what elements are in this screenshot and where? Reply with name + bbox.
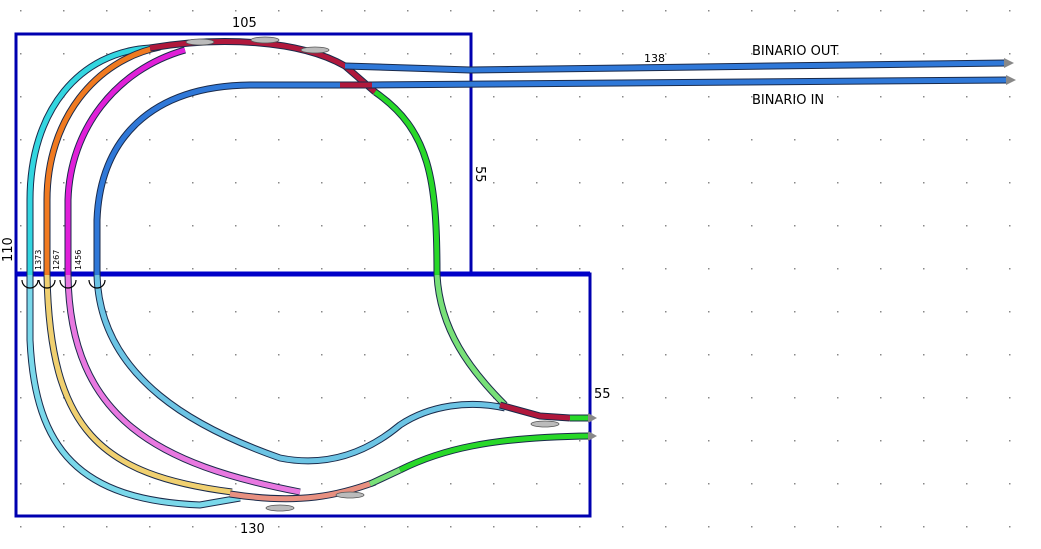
track-blue-upper[interactable] (94, 82, 340, 275)
track-pink-lower[interactable] (65, 274, 301, 495)
turnout-motor-icon[interactable] (300, 46, 330, 54)
track-label-1373: 1373 (34, 250, 43, 270)
track-salmon-bottom[interactable] (229, 479, 376, 502)
turnout-motor-icon[interactable] (250, 36, 280, 44)
dim-left-height: 110 (1, 237, 16, 262)
track-cyan-lower[interactable] (27, 275, 241, 508)
track-joiner-icon (88, 279, 106, 289)
line-length-label: 138 (644, 52, 665, 65)
track-lightblue-lower[interactable] (94, 274, 506, 464)
out-end-arrow (1004, 58, 1014, 68)
lower-end-arrow-2 (588, 431, 597, 441)
binario-in-label: BINARIO IN (752, 93, 824, 108)
track-yellow-lower[interactable] (44, 274, 233, 495)
track-joiner-icon (59, 279, 77, 289)
track-green-lower[interactable] (398, 433, 591, 473)
turnout-motor-icon[interactable] (185, 38, 215, 46)
track-joiner-icon (21, 279, 39, 289)
dim-top-right-height: 55 (472, 166, 487, 183)
dim-bottom-right-height: 55 (594, 387, 611, 402)
turnout-motor-icon[interactable] (265, 504, 295, 512)
track-green-upper[interactable] (373, 89, 440, 276)
board-upper-outline (14, 32, 473, 274)
track-orange-upper[interactable] (44, 44, 161, 275)
track-label-1267: 1267 (52, 250, 61, 270)
track-label-1456: 1456 (74, 250, 83, 270)
track-magenta-upper[interactable] (65, 47, 186, 275)
in-end-arrow (1006, 75, 1016, 85)
turnout-motor-icon[interactable] (530, 420, 560, 428)
track-binario-in[interactable] (371, 77, 1009, 88)
track-cyan-upper[interactable] (27, 45, 151, 275)
track-crimson-lower[interactable] (499, 402, 571, 421)
dim-top-width: 105 (232, 16, 257, 31)
lower-end-arrow-1 (588, 413, 597, 423)
binario-out-label: BINARIO OUT (752, 44, 838, 59)
track-joiner-icon (38, 279, 56, 289)
track-binario-out[interactable] (344, 60, 1007, 73)
turnout-motor-icon[interactable] (335, 491, 365, 499)
dim-bottom-width: 130 (240, 522, 265, 537)
track-lightgreen-bottom[interactable] (368, 467, 402, 487)
track-lightgreen-lower[interactable] (434, 274, 507, 407)
